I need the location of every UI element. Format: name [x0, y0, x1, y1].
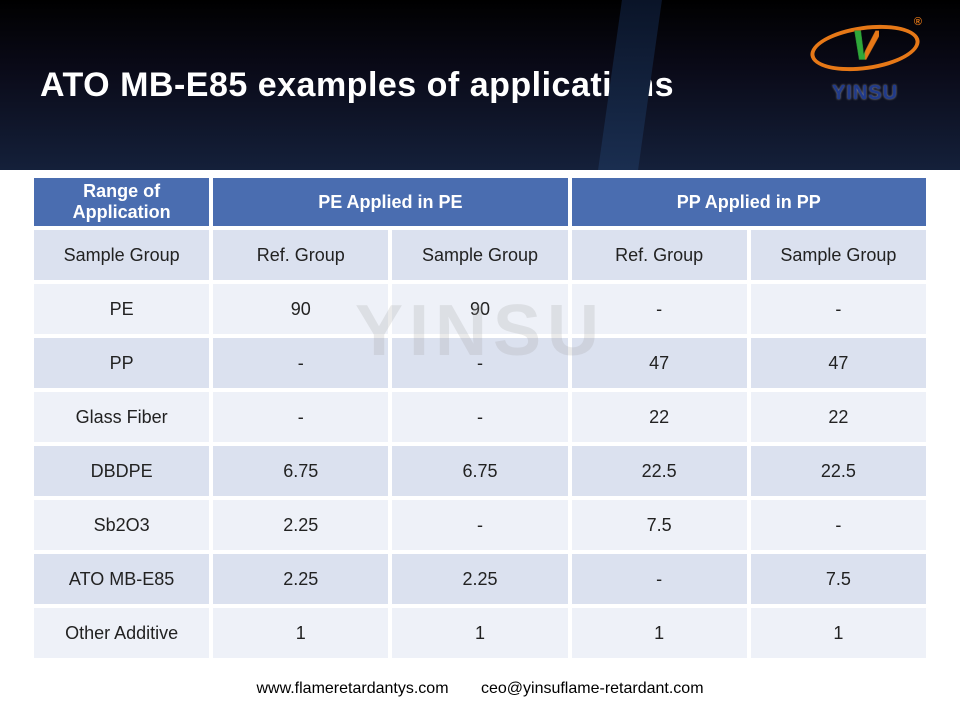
row-label-cell: Sb2O3 [34, 500, 209, 550]
header-banner: ATO MB-E85 examples of applications V ® … [0, 0, 960, 170]
data-cell: - [751, 500, 926, 550]
data-cell: - [213, 338, 388, 388]
data-cell: - [572, 284, 747, 334]
row-label-cell: ATO MB-E85 [34, 554, 209, 604]
data-cell: 1 [572, 608, 747, 658]
data-cell: 6.75 [392, 446, 567, 496]
table-subheader-cell: Ref. Group [213, 230, 388, 280]
data-cell: 2.25 [213, 500, 388, 550]
table-header-row: Range of Application PE Applied in PE PP… [34, 178, 926, 226]
data-cell: 7.5 [751, 554, 926, 604]
data-cell: 90 [392, 284, 567, 334]
col-range: Range of Application [34, 178, 209, 226]
data-cell: 2.25 [392, 554, 567, 604]
applications-table-container: Range of Application PE Applied in PE PP… [0, 170, 960, 662]
logo-text: YINSU [800, 82, 930, 105]
table-subheader-cell: Sample Group [751, 230, 926, 280]
table-body: Sample GroupRef. GroupSample GroupRef. G… [34, 230, 926, 658]
table-subheader-cell: Sample Group [392, 230, 567, 280]
data-cell: 1 [213, 608, 388, 658]
page-title: ATO MB-E85 examples of applications [0, 66, 674, 105]
col-pp: PP Applied in PP [572, 178, 926, 226]
data-cell: 22 [751, 392, 926, 442]
data-cell: - [751, 284, 926, 334]
table-row: PE9090-- [34, 284, 926, 334]
row-label-cell: PE [34, 284, 209, 334]
row-label-cell: DBDPE [34, 446, 209, 496]
data-cell: 90 [213, 284, 388, 334]
brand-logo: V ® YINSU [800, 18, 930, 105]
data-cell: - [392, 500, 567, 550]
data-cell: - [213, 392, 388, 442]
table-subheader-cell: Sample Group [34, 230, 209, 280]
footer-website: www.flameretardantys.com [256, 680, 448, 697]
table-row: ATO MB-E852.252.25-7.5 [34, 554, 926, 604]
row-label-cell: Other Additive [34, 608, 209, 658]
data-cell: - [392, 392, 567, 442]
data-cell: 22.5 [751, 446, 926, 496]
data-cell: 1 [392, 608, 567, 658]
data-cell: - [392, 338, 567, 388]
registered-icon: ® [914, 16, 922, 28]
data-cell: 1 [751, 608, 926, 658]
data-cell: 47 [751, 338, 926, 388]
table-subheader-row: Sample GroupRef. GroupSample GroupRef. G… [34, 230, 926, 280]
row-label-cell: PP [34, 338, 209, 388]
footer-email: ceo@yinsuflame-retardant.com [481, 680, 704, 697]
table-row: PP--4747 [34, 338, 926, 388]
table-header: Range of Application PE Applied in PE PP… [34, 178, 926, 226]
data-cell: 22 [572, 392, 747, 442]
data-cell: 2.25 [213, 554, 388, 604]
data-cell: 6.75 [213, 446, 388, 496]
table-row: Other Additive1111 [34, 608, 926, 658]
table-row: Sb2O32.25-7.5- [34, 500, 926, 550]
applications-table: Range of Application PE Applied in PE PP… [30, 174, 930, 662]
data-cell: - [572, 554, 747, 604]
logo-mark: V ® [810, 18, 920, 78]
logo-v-icon: V [851, 22, 879, 70]
data-cell: 7.5 [572, 500, 747, 550]
data-cell: 22.5 [572, 446, 747, 496]
table-row: Glass Fiber--2222 [34, 392, 926, 442]
table-row: DBDPE6.756.7522.522.5 [34, 446, 926, 496]
footer: www.flameretardantys.com ceo@yinsuflame-… [0, 680, 960, 698]
col-pe: PE Applied in PE [213, 178, 567, 226]
row-label-cell: Glass Fiber [34, 392, 209, 442]
table-subheader-cell: Ref. Group [572, 230, 747, 280]
data-cell: 47 [572, 338, 747, 388]
